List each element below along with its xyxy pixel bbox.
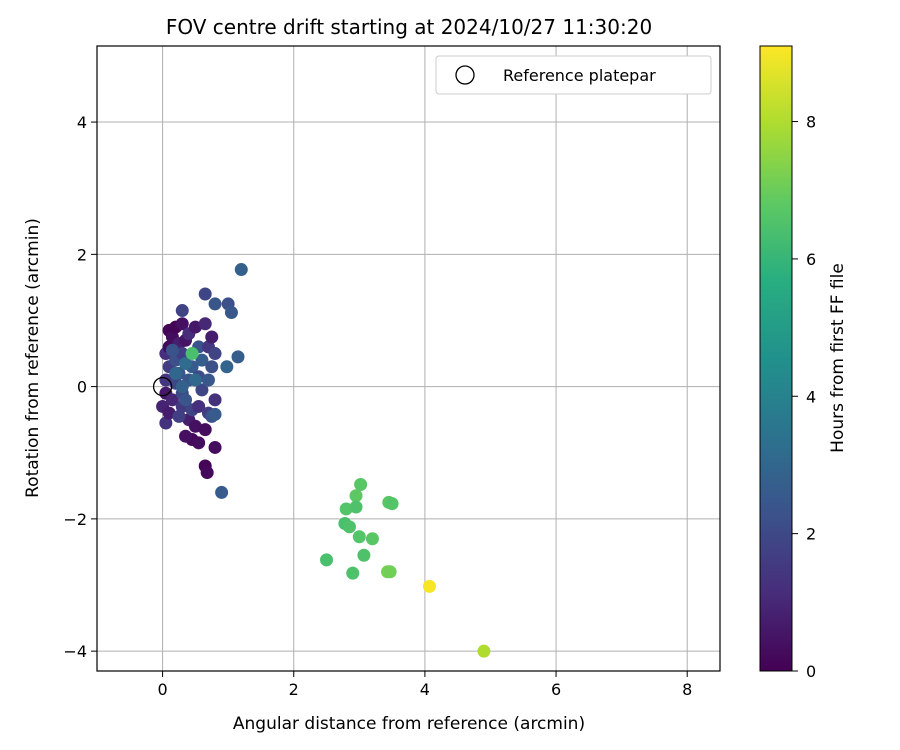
data-point [320, 553, 334, 567]
data-point [208, 347, 222, 361]
colorbar-tick-label: 4 [806, 387, 816, 406]
data-point [365, 532, 379, 546]
data-point [179, 393, 193, 407]
data-point [185, 347, 199, 361]
plot-frame [96, 45, 721, 672]
colorbar-gradient [759, 45, 793, 672]
data-point [354, 477, 368, 491]
data-point [175, 304, 189, 318]
data-point [201, 373, 215, 387]
y-axis-label: Rotation from reference (arcmin) [23, 218, 43, 498]
data-point [346, 566, 360, 580]
x-tick-label: 0 [157, 680, 167, 699]
y-tick-label: −4 [63, 642, 87, 661]
y-axis-ticks: −4 −2 0 2 4 [63, 113, 97, 661]
data-point [234, 263, 248, 277]
data-point [231, 350, 245, 364]
y-tick-label: −2 [63, 510, 87, 529]
legend: Reference platepar [435, 55, 712, 95]
data-point [215, 485, 229, 499]
colorbar-tick-label: 2 [806, 525, 816, 544]
legend-entry-reference: Reference platepar [503, 66, 656, 85]
x-axis-label: Angular distance from reference (arcmin) [233, 714, 585, 734]
y-tick-label: 0 [77, 378, 87, 397]
data-point [349, 489, 363, 503]
reference-platepar-marker [152, 376, 173, 397]
y-tick-label: 4 [77, 113, 87, 132]
data-point [342, 520, 356, 534]
data-point [339, 502, 353, 516]
data-point [208, 407, 222, 421]
x-tick-label: 4 [420, 680, 430, 699]
data-point [220, 360, 234, 374]
colorbar-label: Hours from first FF file [828, 263, 848, 453]
data-point [357, 548, 371, 562]
y-tick-label: 2 [77, 245, 87, 264]
data-point [175, 380, 189, 394]
data-point [422, 579, 436, 593]
data-point [188, 373, 202, 387]
data-point [192, 399, 206, 413]
data-point [198, 287, 212, 301]
data-point [165, 343, 179, 357]
data-points [152, 263, 491, 658]
data-point [205, 330, 219, 344]
data-point [159, 416, 173, 430]
data-point [195, 353, 209, 367]
data-point [179, 429, 193, 443]
data-point [208, 297, 222, 311]
grid-lines [97, 46, 720, 671]
legend-box [435, 55, 712, 95]
x-axis-ticks: 0 2 4 6 8 [157, 671, 692, 699]
data-point [192, 436, 206, 450]
colorbar: 0 2 4 6 8 Hours from first FF file [759, 45, 848, 681]
data-point [383, 565, 397, 579]
x-tick-label: 2 [289, 680, 299, 699]
data-point [349, 500, 363, 514]
data-point [165, 393, 179, 407]
x-tick-label: 8 [682, 680, 692, 699]
colorbar-tick-label: 8 [806, 113, 816, 132]
chart-title: FOV centre drift starting at 2024/10/27 … [166, 15, 652, 39]
data-point [159, 373, 173, 387]
data-point [169, 366, 183, 380]
data-point [172, 409, 186, 423]
x-tick-label: 6 [551, 680, 561, 699]
colorbar-tick-label: 0 [806, 662, 816, 681]
data-point [477, 644, 491, 658]
data-point [179, 356, 193, 370]
data-point [195, 383, 209, 397]
data-point [198, 423, 212, 437]
data-point [208, 393, 222, 407]
colorbar-tick-label: 6 [806, 250, 816, 269]
data-point [188, 419, 202, 433]
data-point [175, 317, 189, 331]
data-point [188, 320, 202, 334]
data-point [352, 530, 366, 544]
data-point [200, 466, 214, 480]
data-point [385, 497, 399, 511]
data-point [198, 317, 212, 331]
colorbar-ticks: 0 2 4 6 8 [792, 113, 816, 681]
data-point [208, 440, 222, 454]
legend-marker [455, 65, 475, 85]
data-point [224, 306, 238, 320]
data-point [162, 406, 176, 420]
data-point [205, 360, 219, 374]
data-point [175, 347, 189, 361]
